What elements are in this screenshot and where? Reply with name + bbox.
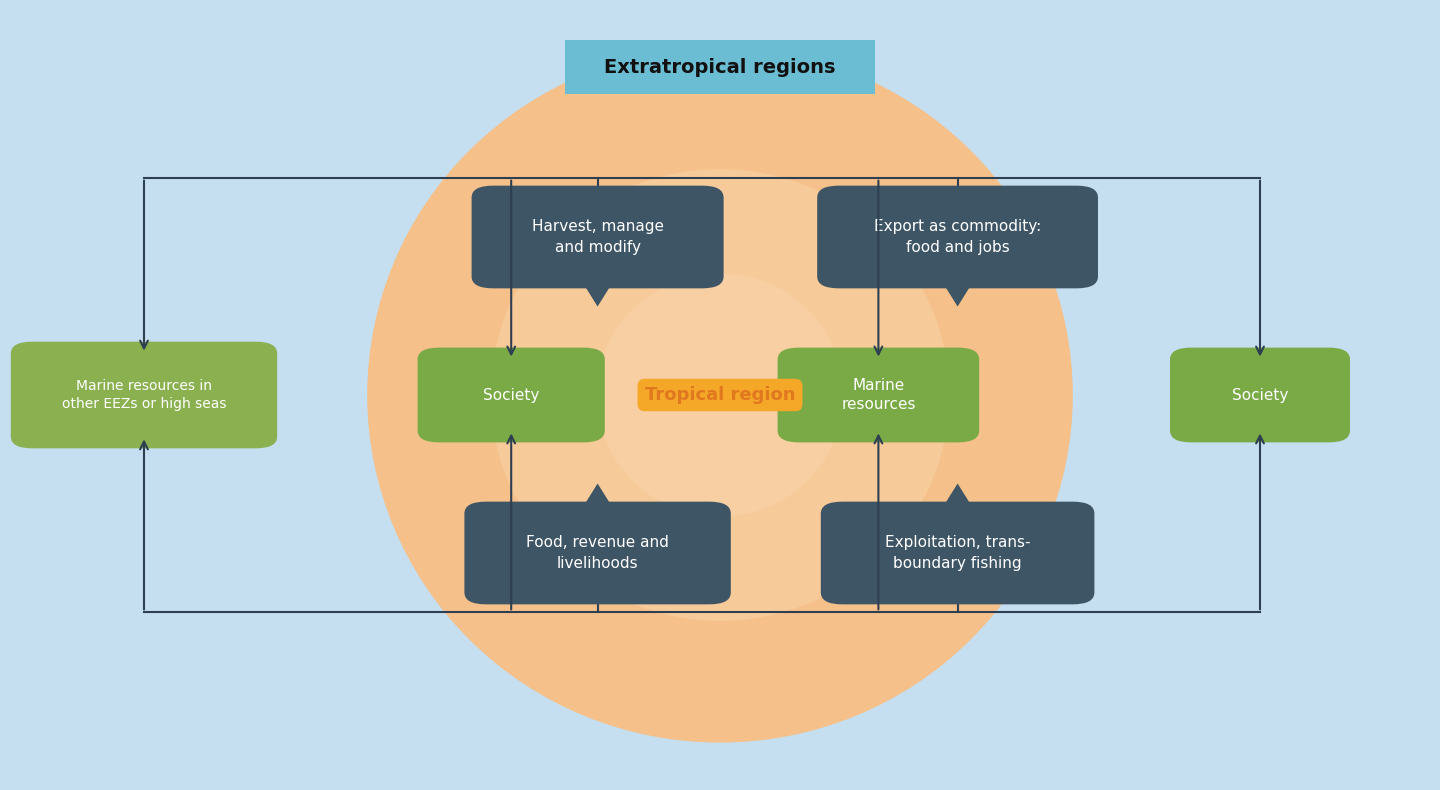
Text: Food, revenue and
livelihoods: Food, revenue and livelihoods: [526, 535, 670, 571]
FancyBboxPatch shape: [472, 186, 723, 288]
Polygon shape: [939, 276, 976, 307]
Polygon shape: [939, 483, 976, 514]
Text: Export as commodity:
food and jobs: Export as commodity: food and jobs: [874, 219, 1041, 255]
FancyBboxPatch shape: [821, 502, 1094, 604]
Polygon shape: [579, 276, 616, 307]
Ellipse shape: [596, 273, 844, 517]
Polygon shape: [579, 483, 616, 514]
Text: Harvest, manage
and modify: Harvest, manage and modify: [531, 219, 664, 255]
Text: Marine resources in
other EEZs or high seas: Marine resources in other EEZs or high s…: [62, 378, 226, 412]
Text: Society: Society: [482, 388, 540, 402]
Text: Marine
resources: Marine resources: [841, 378, 916, 412]
Text: Tropical region: Tropical region: [645, 386, 795, 404]
FancyBboxPatch shape: [12, 342, 276, 449]
FancyBboxPatch shape: [1169, 348, 1351, 442]
FancyBboxPatch shape: [418, 348, 605, 442]
Text: Exploitation, trans-
boundary fishing: Exploitation, trans- boundary fishing: [884, 535, 1031, 571]
FancyBboxPatch shape: [818, 186, 1099, 288]
FancyBboxPatch shape: [566, 40, 876, 94]
FancyBboxPatch shape: [778, 348, 979, 442]
Ellipse shape: [367, 47, 1073, 743]
Text: Extratropical regions: Extratropical regions: [605, 58, 835, 77]
FancyBboxPatch shape: [464, 502, 730, 604]
Text: Society: Society: [1231, 388, 1289, 402]
Ellipse shape: [491, 169, 949, 621]
